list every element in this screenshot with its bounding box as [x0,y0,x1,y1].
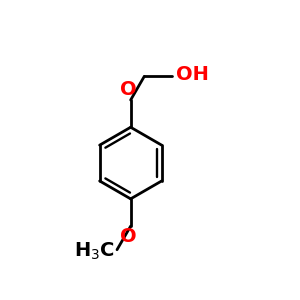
Text: O: O [120,227,137,246]
Text: O: O [120,80,137,99]
Text: H$_3$C: H$_3$C [74,240,115,262]
Text: OH: OH [176,64,209,84]
